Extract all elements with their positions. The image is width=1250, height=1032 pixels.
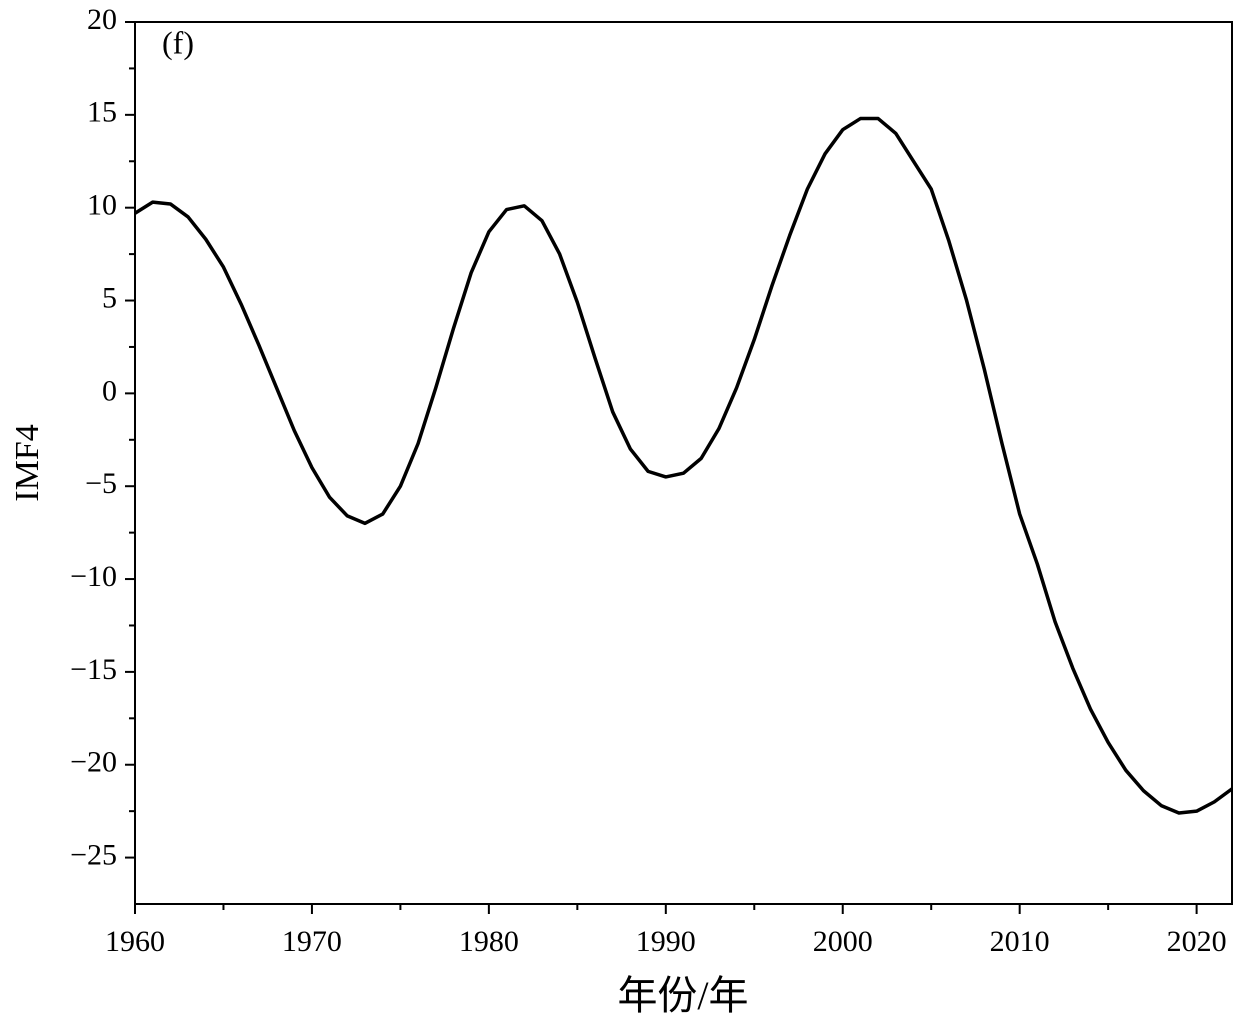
chart-title: (f) xyxy=(162,24,194,60)
y-tick-label: −10 xyxy=(70,560,117,593)
y-tick-label: 20 xyxy=(87,3,117,36)
y-tick-label: 0 xyxy=(102,374,117,407)
x-tick-label: 1980 xyxy=(459,925,519,958)
y-tick-label: 10 xyxy=(87,189,117,222)
x-tick-label: 1960 xyxy=(105,925,165,958)
x-tick-label: 2010 xyxy=(990,925,1050,958)
plot-frame xyxy=(134,21,1233,905)
y-axis-label: IMF4 xyxy=(9,424,46,501)
x-tick-label: 1970 xyxy=(282,925,342,958)
x-tick-label: 2000 xyxy=(813,925,873,958)
y-tick-label: −25 xyxy=(70,838,117,871)
y-tick-label: 15 xyxy=(87,96,117,129)
x-axis-label: 年份/年 xyxy=(617,973,748,1018)
x-tick-label: 1990 xyxy=(636,925,696,958)
y-tick-label: −5 xyxy=(85,467,117,500)
y-tick-label: −15 xyxy=(70,653,117,686)
x-tick-label: 2020 xyxy=(1167,925,1227,958)
y-tick-label: 5 xyxy=(102,281,117,314)
data-line xyxy=(134,116,1234,815)
y-tick-label: −20 xyxy=(70,746,117,779)
